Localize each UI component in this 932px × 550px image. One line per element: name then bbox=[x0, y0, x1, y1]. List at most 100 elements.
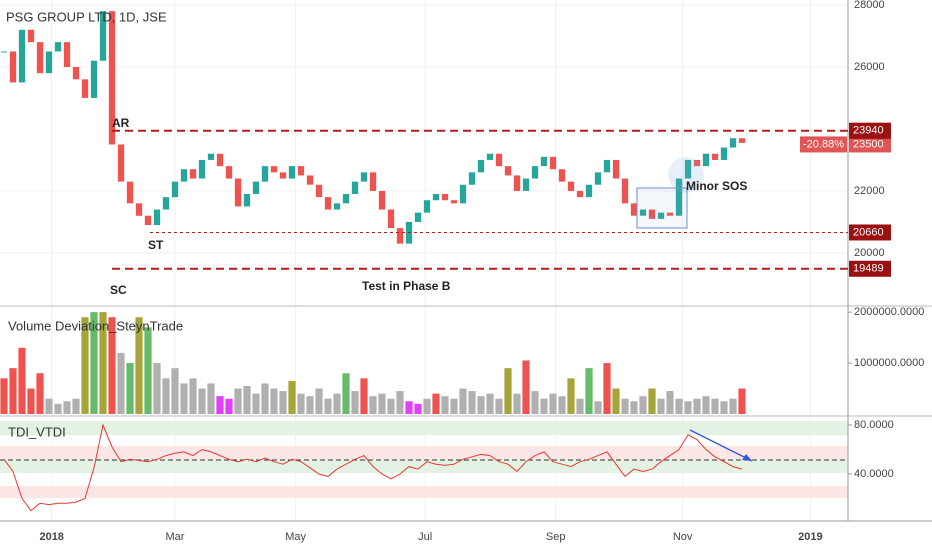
candle bbox=[234, 178, 242, 207]
highlight bbox=[668, 157, 704, 193]
volume-bar bbox=[162, 378, 170, 414]
volume-bar bbox=[180, 383, 188, 414]
volume-bar bbox=[135, 317, 143, 414]
volume-bar bbox=[54, 403, 62, 414]
candle bbox=[117, 144, 125, 182]
candle bbox=[315, 184, 323, 198]
x-tick-label: Jul bbox=[418, 531, 432, 543]
candle bbox=[225, 166, 233, 179]
volume-bar bbox=[396, 391, 404, 414]
pane-title: Volume Deviation_SteynTrade bbox=[8, 318, 183, 333]
volume-bar bbox=[342, 373, 350, 414]
annotation: ST bbox=[148, 238, 164, 252]
candle bbox=[342, 194, 350, 204]
grid bbox=[0, 0, 848, 520]
candle bbox=[171, 181, 179, 198]
candle bbox=[432, 194, 440, 201]
candle bbox=[729, 138, 737, 148]
volume-bar bbox=[585, 368, 593, 414]
candle bbox=[198, 159, 206, 179]
level-label-box bbox=[849, 122, 891, 139]
candle bbox=[108, 11, 116, 145]
volume-bar bbox=[144, 327, 152, 414]
x-tick-label: Mar bbox=[166, 531, 185, 543]
candle bbox=[594, 172, 602, 185]
range-box bbox=[636, 187, 688, 229]
y-tick-label: 1000000.0000 bbox=[854, 357, 924, 369]
candle bbox=[423, 200, 431, 213]
y-tick-label: 26000 bbox=[854, 61, 885, 73]
candle bbox=[630, 203, 638, 216]
price-label: 23500 bbox=[853, 138, 884, 150]
volume-bar bbox=[576, 398, 584, 414]
volume-bar bbox=[243, 385, 251, 414]
volume-bar bbox=[63, 401, 71, 414]
candle bbox=[72, 66, 80, 80]
candle bbox=[450, 200, 458, 204]
candle bbox=[666, 212, 674, 216]
volume-bar bbox=[711, 398, 719, 414]
pane-title: TDI_VTDI bbox=[8, 424, 66, 439]
candle bbox=[414, 212, 422, 222]
candle bbox=[360, 172, 368, 182]
volume-bar bbox=[27, 388, 35, 414]
candle bbox=[585, 184, 593, 198]
volume-bar bbox=[603, 363, 611, 414]
y-tick-label: 80.0000 bbox=[854, 419, 894, 431]
volume-bar bbox=[675, 398, 683, 414]
volume-bar bbox=[261, 383, 269, 414]
volume-bar bbox=[72, 398, 80, 414]
candle bbox=[252, 181, 260, 195]
annotation: SC bbox=[110, 283, 127, 297]
volume-bar bbox=[504, 368, 512, 414]
candle bbox=[468, 172, 476, 185]
volume-bar bbox=[657, 398, 665, 414]
volume-bar bbox=[225, 398, 233, 414]
volume-bar bbox=[216, 396, 224, 414]
y-tick-label: 28000 bbox=[854, 0, 885, 11]
level-label: 19489 bbox=[853, 263, 884, 275]
candle bbox=[99, 11, 107, 61]
candle bbox=[0, 51, 8, 53]
candle bbox=[504, 166, 512, 176]
candle bbox=[306, 175, 314, 185]
candle bbox=[531, 166, 539, 179]
candle bbox=[576, 190, 584, 198]
arrowhead bbox=[742, 454, 752, 461]
candle bbox=[144, 215, 152, 226]
volume-bar bbox=[333, 393, 341, 414]
candle bbox=[270, 166, 278, 173]
volume-bar bbox=[549, 393, 557, 414]
candle bbox=[135, 203, 143, 216]
x-tick-label: 2019 bbox=[798, 531, 822, 543]
candle bbox=[333, 203, 341, 210]
volume-bar bbox=[450, 398, 458, 414]
tdi-band bbox=[0, 421, 848, 435]
candle bbox=[720, 147, 728, 160]
candle bbox=[189, 169, 197, 179]
volume-bar bbox=[126, 363, 134, 414]
volume-bar bbox=[486, 393, 494, 414]
volume-bar bbox=[459, 388, 467, 414]
volume-bar bbox=[297, 393, 305, 414]
volume-bar bbox=[414, 403, 422, 414]
y-tick-label: 2000000.0000 bbox=[854, 306, 924, 318]
candle bbox=[459, 184, 467, 204]
y-tick-label: 40.0000 bbox=[854, 468, 894, 480]
volume-bar bbox=[198, 388, 206, 414]
volume-bar bbox=[477, 396, 485, 414]
candle bbox=[9, 51, 17, 83]
volume-bar bbox=[387, 398, 395, 414]
candle bbox=[684, 159, 692, 179]
volume-bar bbox=[117, 352, 125, 414]
tdi-line bbox=[3, 423, 743, 512]
volume-bar bbox=[630, 401, 638, 414]
candle bbox=[693, 159, 701, 167]
volume-bar bbox=[324, 398, 332, 414]
volume-bar bbox=[639, 396, 647, 414]
candle bbox=[243, 194, 251, 207]
volume-bar bbox=[540, 398, 548, 414]
volume-bar bbox=[729, 398, 737, 414]
x-tick-label: Nov bbox=[673, 531, 693, 543]
candle bbox=[567, 181, 575, 191]
